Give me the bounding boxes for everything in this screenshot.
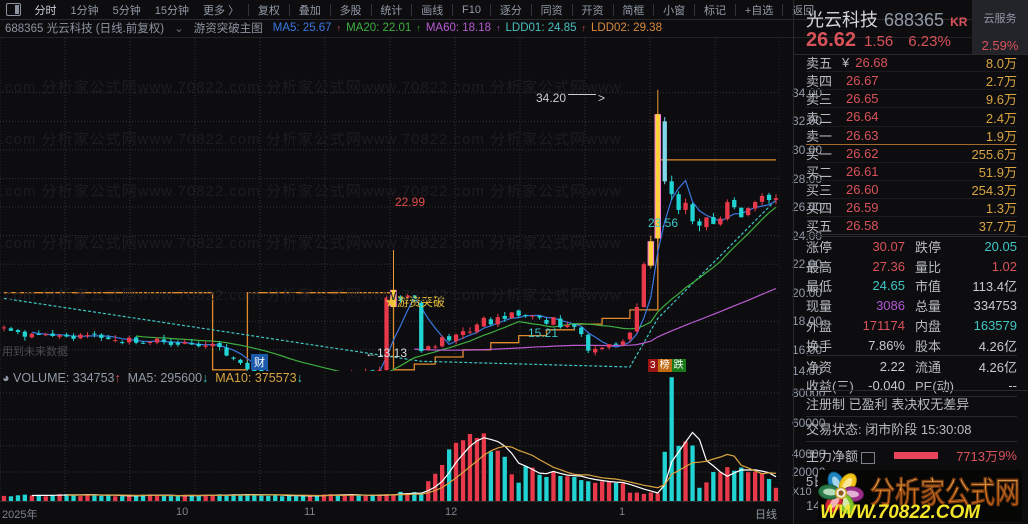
svg-text:WWW.70822.COM: WWW.70822.COM <box>820 502 981 521</box>
